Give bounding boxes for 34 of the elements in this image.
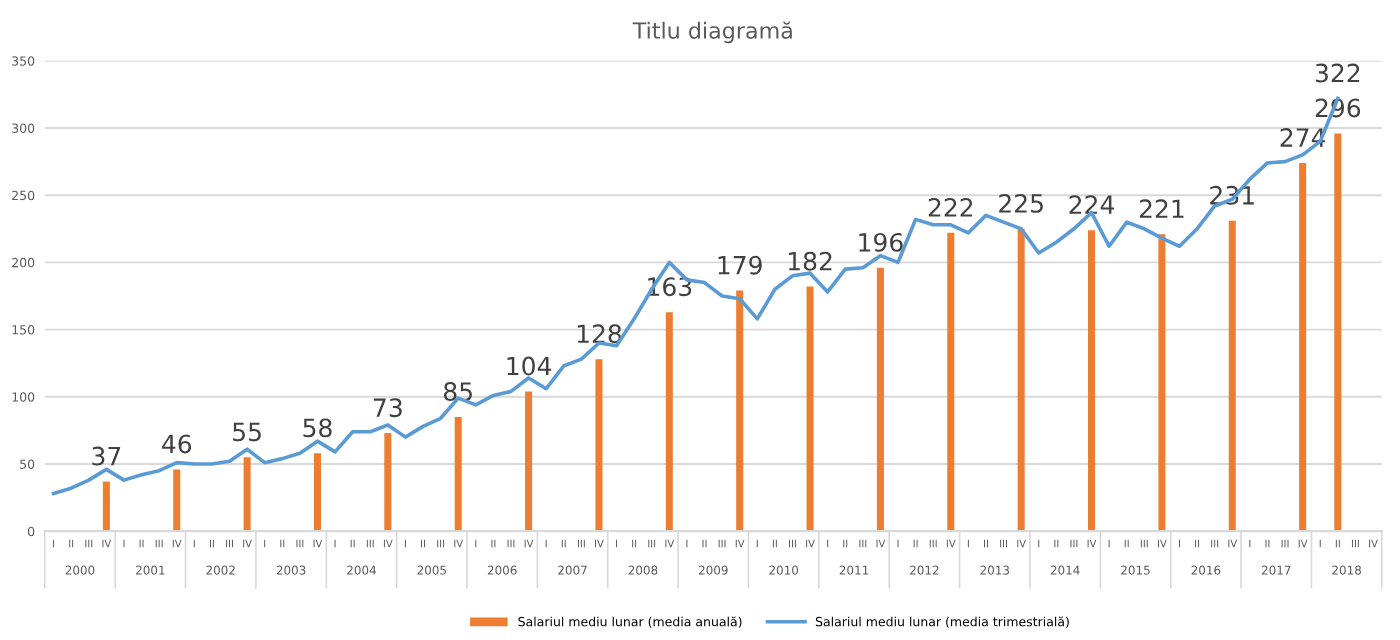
data-label: 55 [233, 422, 261, 442]
bar [525, 391, 533, 532]
data-label: 322 [1315, 63, 1360, 83]
bar [454, 416, 462, 532]
bar [1228, 220, 1236, 532]
bar [736, 290, 744, 532]
data-label: 179 [718, 255, 762, 275]
bar [1334, 133, 1342, 532]
bar [595, 359, 603, 532]
bar [1088, 230, 1096, 532]
bar [947, 232, 955, 532]
bar [173, 469, 181, 532]
data-label: 222 [928, 197, 973, 217]
data-label: 225 [999, 193, 1043, 213]
data-label: 46 [162, 434, 192, 454]
data-label: 182 [788, 251, 832, 271]
bar [1017, 228, 1025, 532]
bar [243, 457, 251, 532]
data-label: 104 [507, 356, 552, 376]
data-label: 37 [92, 446, 121, 466]
bar [384, 433, 392, 532]
data-label: 58 [303, 418, 332, 438]
bar [313, 453, 321, 532]
bar [1158, 234, 1166, 532]
bar [665, 312, 673, 532]
data-label: 73 [373, 398, 402, 418]
bar [876, 267, 884, 532]
data-label: 196 [859, 232, 903, 252]
bar [102, 481, 110, 532]
data-label: 221 [1139, 199, 1184, 218]
data-label: 224 [1069, 195, 1114, 214]
bar [806, 286, 814, 532]
chart-title: Titlu diagramă [632, 21, 792, 44]
bar [1299, 162, 1307, 532]
